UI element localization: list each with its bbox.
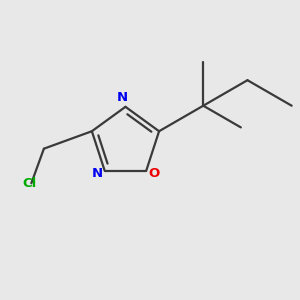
Text: O: O [148,167,160,180]
Text: Cl: Cl [22,177,37,190]
Text: N: N [117,91,128,103]
Text: N: N [91,167,102,180]
